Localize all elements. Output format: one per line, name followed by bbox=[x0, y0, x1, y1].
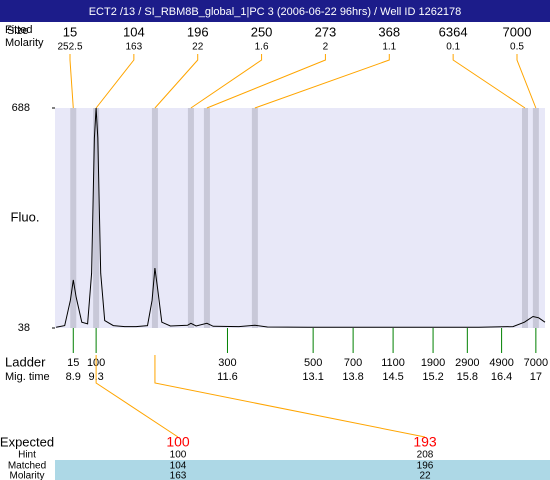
peak-band bbox=[532, 108, 539, 328]
ladder-size: 700 bbox=[344, 357, 362, 369]
table-cell: 196 bbox=[417, 461, 434, 472]
peak-link bbox=[190, 54, 263, 109]
peak-molarity: 1.6 bbox=[255, 42, 269, 53]
peak-size: 368 bbox=[378, 24, 400, 39]
plot-area bbox=[55, 108, 545, 328]
peak-size: 250 bbox=[251, 24, 273, 39]
peak-molarity: 0.5 bbox=[510, 42, 524, 53]
table-highlight bbox=[55, 460, 550, 480]
peak-link bbox=[254, 54, 390, 109]
peak-band bbox=[70, 108, 77, 328]
peak-molarity: 2 bbox=[323, 42, 329, 53]
mig-time-label: Mig. time bbox=[5, 371, 50, 383]
table-cell: 100 bbox=[170, 450, 187, 461]
y-axis-label: Fluo. bbox=[11, 209, 40, 224]
mig-time: 15.8 bbox=[457, 371, 478, 383]
peak-molarity: 163 bbox=[126, 42, 143, 53]
ladder-size: 2900 bbox=[455, 357, 479, 369]
peak-size: 196 bbox=[187, 24, 209, 39]
expected-link bbox=[154, 355, 426, 438]
row-label: Expected bbox=[0, 434, 54, 449]
peak-link bbox=[516, 54, 537, 109]
ladder-size: 300 bbox=[218, 357, 236, 369]
peak-band bbox=[187, 108, 194, 328]
peak-size: 273 bbox=[315, 24, 337, 39]
row-label: Molarity bbox=[9, 471, 44, 480]
peak-band bbox=[151, 108, 158, 328]
title: ECT2 /13 / SI_RBM8B_global_1|PC 3 (2006-… bbox=[89, 6, 462, 18]
peak-band bbox=[93, 108, 100, 328]
size-label: Size bbox=[7, 25, 28, 37]
peak-link bbox=[95, 54, 135, 109]
ladder-label: Ladder bbox=[5, 354, 46, 369]
ladder-size: 7000 bbox=[524, 357, 548, 369]
mig-time: 13.8 bbox=[342, 371, 363, 383]
ladder-size: 1100 bbox=[381, 357, 405, 369]
peak-size: 104 bbox=[123, 24, 145, 39]
mig-time: 13.1 bbox=[302, 371, 323, 383]
y-tick-label: 688 bbox=[12, 102, 30, 114]
y-tick-label: 38 bbox=[18, 322, 30, 334]
table-cell: 163 bbox=[170, 471, 187, 480]
peak-link bbox=[154, 54, 199, 109]
peak-molarity: 1.1 bbox=[382, 42, 396, 53]
mig-time: 8.9 bbox=[66, 371, 81, 383]
table-cell: 193 bbox=[413, 434, 437, 450]
mig-time: 11.6 bbox=[217, 371, 238, 383]
mig-time: 16.4 bbox=[491, 371, 512, 383]
peak-size: 15 bbox=[63, 24, 77, 39]
trace bbox=[56, 107, 546, 328]
molarity-label: Molarity bbox=[5, 37, 44, 49]
ladder-size: 500 bbox=[304, 357, 322, 369]
row-label: Hint bbox=[18, 450, 36, 461]
table-cell: 208 bbox=[417, 450, 434, 461]
peak-molarity: 0.1 bbox=[446, 42, 460, 53]
peak-size: 6364 bbox=[439, 24, 468, 39]
ladder-size: 4900 bbox=[489, 357, 513, 369]
peak-band bbox=[203, 108, 210, 328]
row-label: Matched bbox=[8, 461, 46, 472]
peak-size: 7000 bbox=[503, 24, 532, 39]
peak-link bbox=[206, 54, 326, 109]
ladder-size: 1900 bbox=[421, 357, 445, 369]
expected-link bbox=[95, 355, 179, 438]
table-cell: 100 bbox=[166, 434, 190, 450]
mig-time: 14.5 bbox=[382, 371, 403, 383]
title-bar bbox=[0, 0, 550, 22]
peak-molarity: 252.5 bbox=[57, 42, 82, 53]
fitted-label: Fitted bbox=[5, 24, 33, 36]
peak-band bbox=[251, 108, 258, 328]
mig-time: 15.2 bbox=[422, 371, 443, 383]
peak-link bbox=[69, 54, 74, 109]
peak-molarity: 22 bbox=[192, 42, 204, 53]
table-cell: 22 bbox=[419, 471, 431, 480]
peak-link bbox=[452, 54, 526, 109]
peak-band bbox=[522, 108, 529, 328]
ladder-size: 15 bbox=[67, 357, 79, 369]
table-cell: 104 bbox=[170, 461, 187, 472]
mig-time: 17 bbox=[530, 371, 542, 383]
